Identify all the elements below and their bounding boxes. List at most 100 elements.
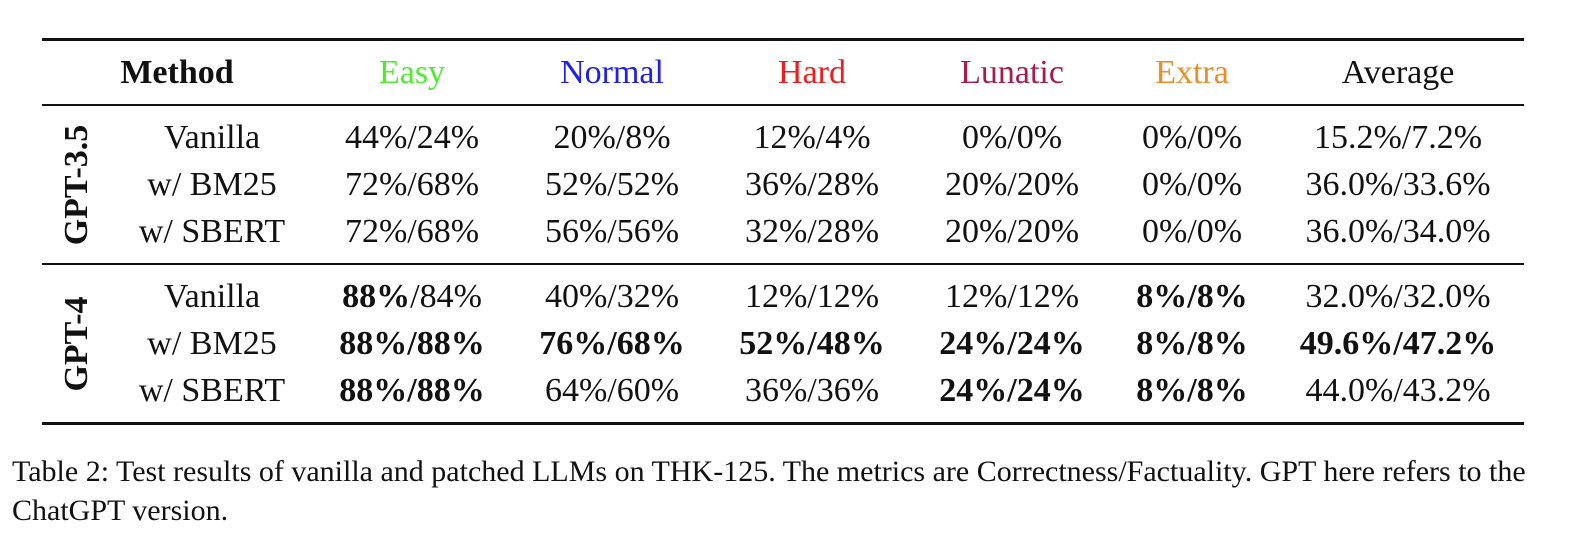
score-cell: 15.2%/7.2% [1272,105,1524,161]
value-separator: / [1007,371,1017,409]
factuality-value: 84% [419,277,482,315]
results-table-container: Method Easy Normal Hard Lunatic Extra Av… [42,38,1525,425]
score-cell: 24%/24% [912,367,1112,424]
method-cell: Vanilla [163,277,261,315]
model-label: GPT-3.5 [58,124,95,245]
method-cell: w/ SBERT [138,371,286,409]
model-label-cell: GPT-3.5 [42,105,112,264]
method-cell: w/ SBERT [138,212,286,250]
correctness-value: 20% [944,165,1008,203]
score-cell: 24%/24% [912,320,1112,367]
correctness-value: 88% [342,277,411,315]
value-separator: / [407,165,417,203]
correctness-value: 52% [739,324,808,362]
value-separator: / [1187,212,1197,250]
correctness-value: 0% [1141,165,1188,203]
score-cell: 64%/60% [512,367,712,424]
value-separator: / [615,118,626,156]
correctness-value: 64% [544,371,608,409]
correctness-value: 72% [344,165,408,203]
value-separator: / [807,165,817,203]
value-separator: / [1187,165,1197,203]
correctness-value: 36% [744,165,808,203]
value-separator: / [1187,277,1197,315]
correctness-value: 49.6% [1299,324,1394,362]
score-cell: 36.0%/33.6% [1272,161,1524,208]
value-separator: / [1401,118,1412,156]
factuality-value: 8% [1196,277,1248,315]
correctness-value: 40% [544,277,608,315]
correctness-value: 56% [544,212,608,250]
score-cell: 32%/28% [712,208,912,264]
method-cell: w/ BM25 [147,165,277,203]
factuality-value: 34.0% [1402,212,1491,250]
col-header-lunatic: Lunatic [960,53,1064,91]
factuality-value: 20% [1016,212,1080,250]
score-cell: 44%/24% [312,105,512,161]
factuality-value: 0% [1196,212,1243,250]
correctness-value: 8% [1136,277,1188,315]
correctness-value: 72% [344,212,408,250]
correctness-value: 44% [344,118,408,156]
score-cell: 88%/88% [312,367,512,424]
factuality-value: 8% [1196,371,1248,409]
factuality-value: 28% [816,165,880,203]
table-caption: Table 2: Test results of vanilla and pat… [12,455,1526,527]
correctness-value: 20% [553,118,616,156]
factuality-value: 56% [616,212,680,250]
value-separator: / [1007,277,1017,315]
value-separator: / [807,371,817,409]
table-row: GPT-3.5 Vanilla 44%/24% 20%/8% 12%/4% 0%/0% 0%… [42,105,1524,245]
score-cell: 8%/8% [1112,320,1272,367]
value-separator: / [1393,165,1403,203]
score-cell: 88%/88% [312,320,512,367]
score-cell: 36%/36% [712,367,912,424]
correctness-value: 8% [1136,324,1188,362]
factuality-value: 52% [616,165,680,203]
score-cell: 32.0%/32.0% [1272,264,1524,320]
factuality-value: 0% [1196,165,1243,203]
factuality-value: 24% [1016,324,1085,362]
factuality-value: 24% [416,118,480,156]
table-row: w/ SBERT 88%/88% 64%/60% 36%/36% 24%/24% 8%/8… [42,367,1524,424]
score-cell: 12%/12% [712,264,912,320]
col-header-average: Average [1341,53,1455,91]
score-cell: 76%/68% [512,320,712,367]
value-separator: / [815,118,826,156]
score-cell: 36%/28% [712,161,912,208]
score-cell: 8%/8% [1112,264,1272,320]
value-separator: / [407,212,417,250]
col-header-extra: Extra [1155,53,1229,91]
value-separator: / [807,212,817,250]
table-row: GPT-4 Vanilla 88%/84% 40%/32% 12%/12% 12%/12%… [42,264,1524,392]
header-row: Method Easy Normal Hard Lunatic Extra Av… [42,39,1525,105]
gpt-4-group: GPT-4 Vanilla 88%/84% 40%/32% 12%/12% 12%/12%… [42,264,1525,424]
col-header-normal: Normal [560,53,664,91]
correctness-value: 0% [1141,212,1188,250]
score-cell: 0%/0% [1112,208,1272,264]
value-separator: / [1393,371,1403,409]
value-separator: / [410,277,420,315]
correctness-value: 32% [744,212,808,250]
method-header: Method [120,53,234,91]
score-cell: 44.0%/43.2% [1272,367,1524,424]
score-cell: 20%/20% [912,161,1112,208]
factuality-value: 8% [625,118,671,156]
score-cell: 36.0%/34.0% [1272,208,1524,264]
correctness-value: 15.2% [1313,118,1402,156]
score-cell: 12%/12% [912,264,1112,320]
factuality-value: 68% [416,212,480,250]
table-row: w/ BM25 88%/88% 76%/68% 52%/48% 24%/24% 8%/8%… [42,320,1524,367]
correctness-value: 0% [1141,118,1188,156]
correctness-value: 36.0% [1305,165,1394,203]
factuality-value: 32% [616,277,680,315]
correctness-value: 36% [744,371,808,409]
value-separator: / [1187,371,1197,409]
correctness-value: 20% [944,212,1008,250]
correctness-value: 76% [539,324,608,362]
gpt-3-5-group: GPT-3.5 Vanilla 44%/24% 20%/8% 12%/4% 0%/0% 0%… [42,105,1525,264]
correctness-value: 0% [961,118,1008,156]
correctness-value: 24% [939,371,1008,409]
factuality-value: 36% [816,371,880,409]
factuality-value: 88% [416,371,485,409]
